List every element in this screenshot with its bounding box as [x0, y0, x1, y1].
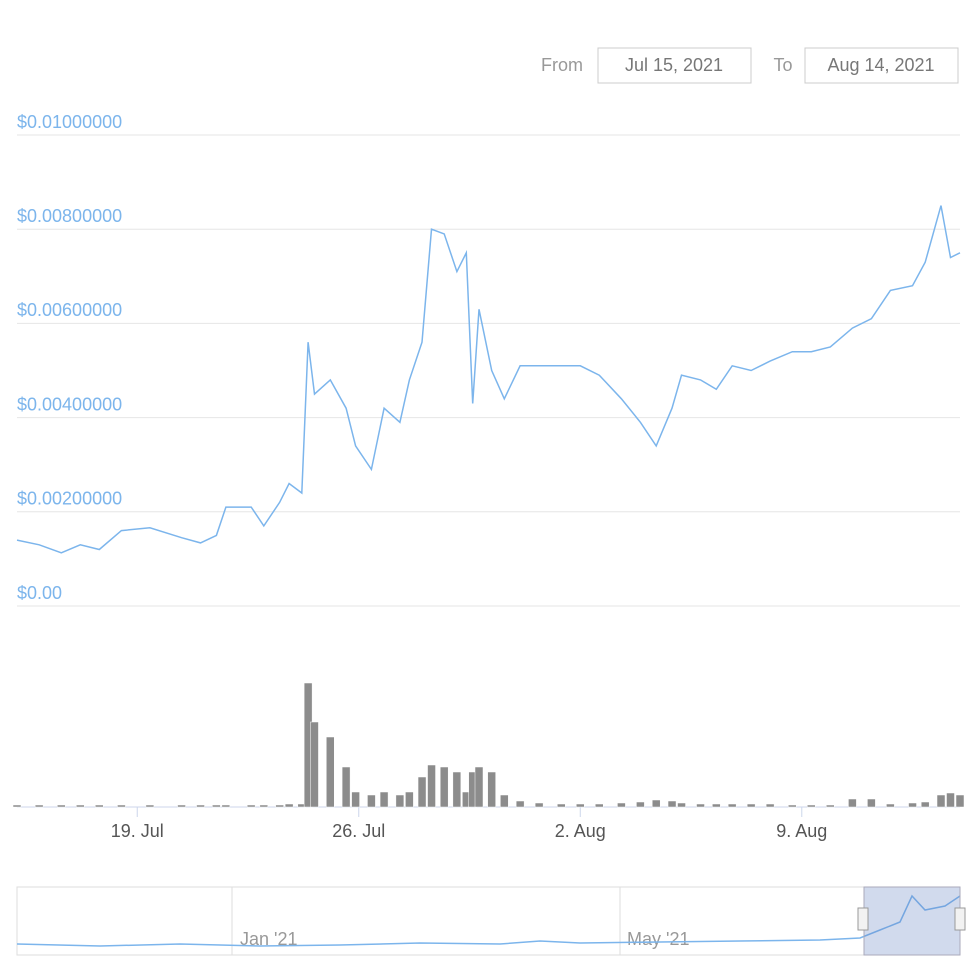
to-label: To [773, 55, 792, 75]
from-input[interactable] [597, 47, 752, 84]
navigator-handle[interactable] [954, 907, 966, 931]
y-tick-label: $0.00400000 [17, 394, 122, 414]
volume-bar [500, 794, 509, 808]
volume-bar [367, 794, 376, 808]
volume-bar [677, 802, 686, 808]
volume-bar [908, 802, 917, 808]
navigator-series [16, 894, 961, 947]
volume-bar [651, 799, 661, 808]
volume-bar [886, 803, 895, 808]
volume-bar [145, 804, 155, 808]
volume-bar [746, 803, 756, 808]
volume-bar [727, 803, 737, 808]
volume-bar [117, 804, 126, 808]
y-tick-label: $0.01000000 [17, 112, 122, 132]
volume-bar [405, 791, 414, 808]
volume-bar [439, 766, 449, 808]
volume-bar [557, 803, 566, 808]
from-value[interactable]: Jul 15, 2021 [625, 55, 723, 75]
volume-bar [326, 736, 335, 808]
volume-bar [936, 794, 946, 808]
volume-bar [696, 803, 705, 808]
volume-bar [76, 804, 85, 808]
y-tick-label: $0.00800000 [17, 206, 122, 226]
volume-bar [867, 798, 876, 808]
volume-bar [196, 804, 205, 808]
volume-bar [765, 803, 775, 808]
x-tick-label: 2. Aug [555, 821, 606, 841]
y-tick-label: $0.00200000 [17, 489, 122, 509]
volume-bar [946, 792, 955, 808]
volume-bar [212, 804, 221, 808]
volume-bar [341, 766, 351, 808]
navigator[interactable]: Jan '21 May '21 [16, 886, 966, 956]
volume-bar [848, 798, 857, 808]
x-tick-label: 26. Jul [332, 821, 385, 841]
volume-bar [617, 802, 626, 808]
volume-bar [379, 791, 389, 808]
volume-bar [534, 802, 544, 808]
volume-bar [34, 804, 44, 808]
from-label: From [541, 55, 583, 75]
navigator-handle[interactable] [857, 907, 869, 931]
volume-bar [417, 776, 427, 808]
x-tick-label: 19. Jul [111, 821, 164, 841]
navigator-selection[interactable] [863, 886, 961, 956]
volume-bar [221, 804, 231, 808]
volume-bar [246, 804, 256, 808]
volume-bar [826, 804, 835, 808]
volume-bar [920, 801, 930, 808]
volume-bar [259, 804, 269, 808]
y-tick-label: $0.00 [17, 583, 62, 603]
x-tick-label: 9. Aug [776, 821, 827, 841]
volume-bar [177, 804, 186, 808]
volume-bar [636, 801, 645, 808]
volume-bar [57, 804, 66, 808]
navigator-label: Jan '21 [240, 929, 297, 949]
volume-bar [595, 803, 604, 808]
volume-bar [427, 764, 436, 808]
volume-bar [515, 800, 525, 808]
volume-bar [95, 804, 104, 808]
volume-bar [667, 800, 677, 808]
volume-bar [474, 766, 484, 808]
volume-bar [807, 804, 816, 808]
volume-bar [955, 794, 965, 808]
volume-bar [351, 791, 360, 808]
volume-bar [284, 803, 294, 808]
y-tick-label: $0.00600000 [17, 300, 122, 320]
volume-bar [275, 804, 284, 808]
navigator-label: May '21 [627, 929, 689, 949]
volume-bar [576, 803, 585, 808]
to-input[interactable] [804, 47, 959, 84]
volume-bar [487, 771, 496, 808]
volume-bar [712, 803, 721, 808]
volume-bar [452, 771, 462, 808]
to-value[interactable]: Aug 14, 2021 [827, 55, 934, 75]
volume-bar [395, 794, 405, 808]
volume-bar [310, 721, 319, 808]
volume-bar [12, 804, 22, 808]
price-line [16, 205, 961, 554]
volume-bar [788, 804, 797, 808]
